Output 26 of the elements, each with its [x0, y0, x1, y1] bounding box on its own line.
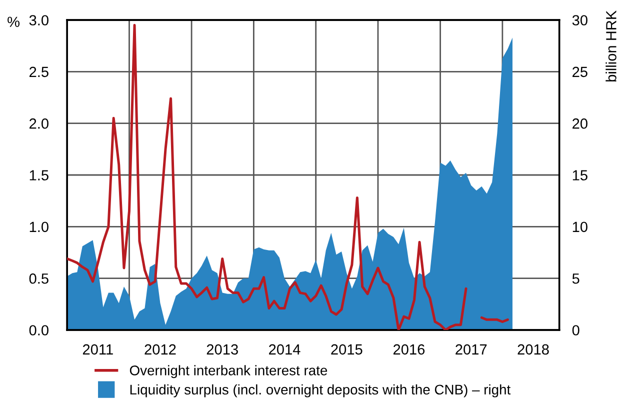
y-tick-label: 3.0 [29, 15, 48, 26]
x-tick-label: 2017 [456, 344, 487, 355]
x-tick-label: 2011 [82, 344, 113, 355]
x-tick-label: 2013 [206, 344, 238, 355]
y2-tick-label: 0 [572, 325, 580, 336]
x-tick-label: 2016 [393, 344, 425, 355]
y2-tick-label: 30 [572, 15, 588, 26]
y2-axis-title: billion HRK [606, 10, 616, 82]
legend-label: Overnight interbank interest rate [130, 365, 328, 378]
x-tick-label: 2012 [144, 344, 176, 355]
legend-label: Liquidity surplus (incl. overnight deposits with the CNB) – right [130, 384, 511, 398]
y2-tick-label: 20 [572, 118, 588, 129]
y-tick-label: 2.0 [30, 118, 48, 129]
x-tick-label: 2014 [269, 344, 300, 355]
y2-tick-label: 15 [572, 170, 588, 180]
x-tick-label: 2018 [518, 344, 549, 355]
y2-tick-label: 10 [572, 222, 588, 232]
y-tick-label: 2.5 [30, 66, 48, 78]
y-axis-title: % [8, 16, 20, 27]
x-tick-label: 2015 [331, 344, 362, 355]
y-tick-label: 0.5 [29, 273, 48, 284]
y-tick-label: 1.5 [30, 170, 48, 180]
y-tick-label: 0.0 [29, 325, 48, 336]
y2-tick-label: 5 [572, 274, 580, 284]
y2-tick-label: 25 [572, 66, 588, 78]
y-tick-label: 1.0 [30, 222, 48, 232]
